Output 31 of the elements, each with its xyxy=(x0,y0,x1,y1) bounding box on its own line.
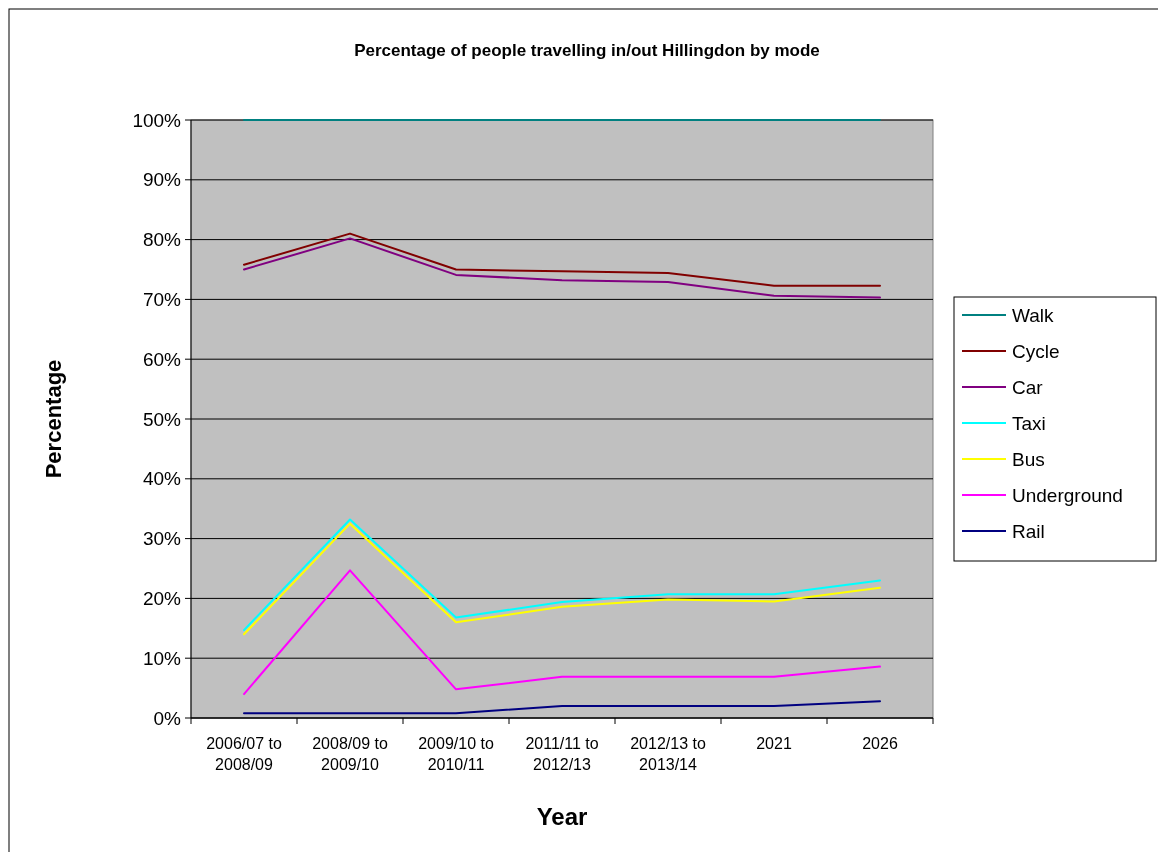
legend-label: Cycle xyxy=(1012,340,1060,362)
x-tick-label: 2012/13 to 2013/14 xyxy=(630,735,706,773)
x-tick-label: 2026 xyxy=(862,735,898,752)
y-axis-title: Percentage xyxy=(41,359,66,479)
line-series xyxy=(243,232,881,287)
y-tick-label: 30% xyxy=(142,528,182,550)
x-tick-label: 2021 xyxy=(756,735,792,752)
y-tick-label: 0% xyxy=(153,707,182,729)
y-tick-label: 90% xyxy=(142,169,182,191)
x-tick-label: 2006/07 to 2008/09 xyxy=(206,735,282,773)
x-axis-title: Year xyxy=(536,803,588,830)
y-tick-label: 60% xyxy=(142,348,182,370)
x-tick-label: 2011/11 to 2012/13 xyxy=(525,735,599,773)
line-series xyxy=(243,569,881,696)
x-tick-label: 2008/09 to 2009/10 xyxy=(312,735,388,773)
y-tick-label: 80% xyxy=(142,229,182,251)
legend-label: Car xyxy=(1012,376,1044,398)
y-tick-label: 10% xyxy=(142,647,182,669)
legend-label: Bus xyxy=(1012,448,1045,470)
chart-title: Percentage of people travelling in/out Hillingdon by mode xyxy=(354,41,820,60)
legend-label: Rail xyxy=(1012,520,1045,542)
x-tick-label: 2009/10 to 2010/11 xyxy=(418,735,494,773)
legend-label: Underground xyxy=(1012,484,1123,506)
y-tick-label: 40% xyxy=(142,468,182,490)
y-tick-label: 50% xyxy=(142,408,182,430)
y-tick-label: 70% xyxy=(142,289,182,311)
y-tick-label: 100% xyxy=(132,109,182,131)
legend-label: Walk xyxy=(1012,304,1055,326)
line-series xyxy=(243,237,881,299)
legend-label: Taxi xyxy=(1012,412,1046,434)
y-tick-label: 20% xyxy=(142,588,182,610)
